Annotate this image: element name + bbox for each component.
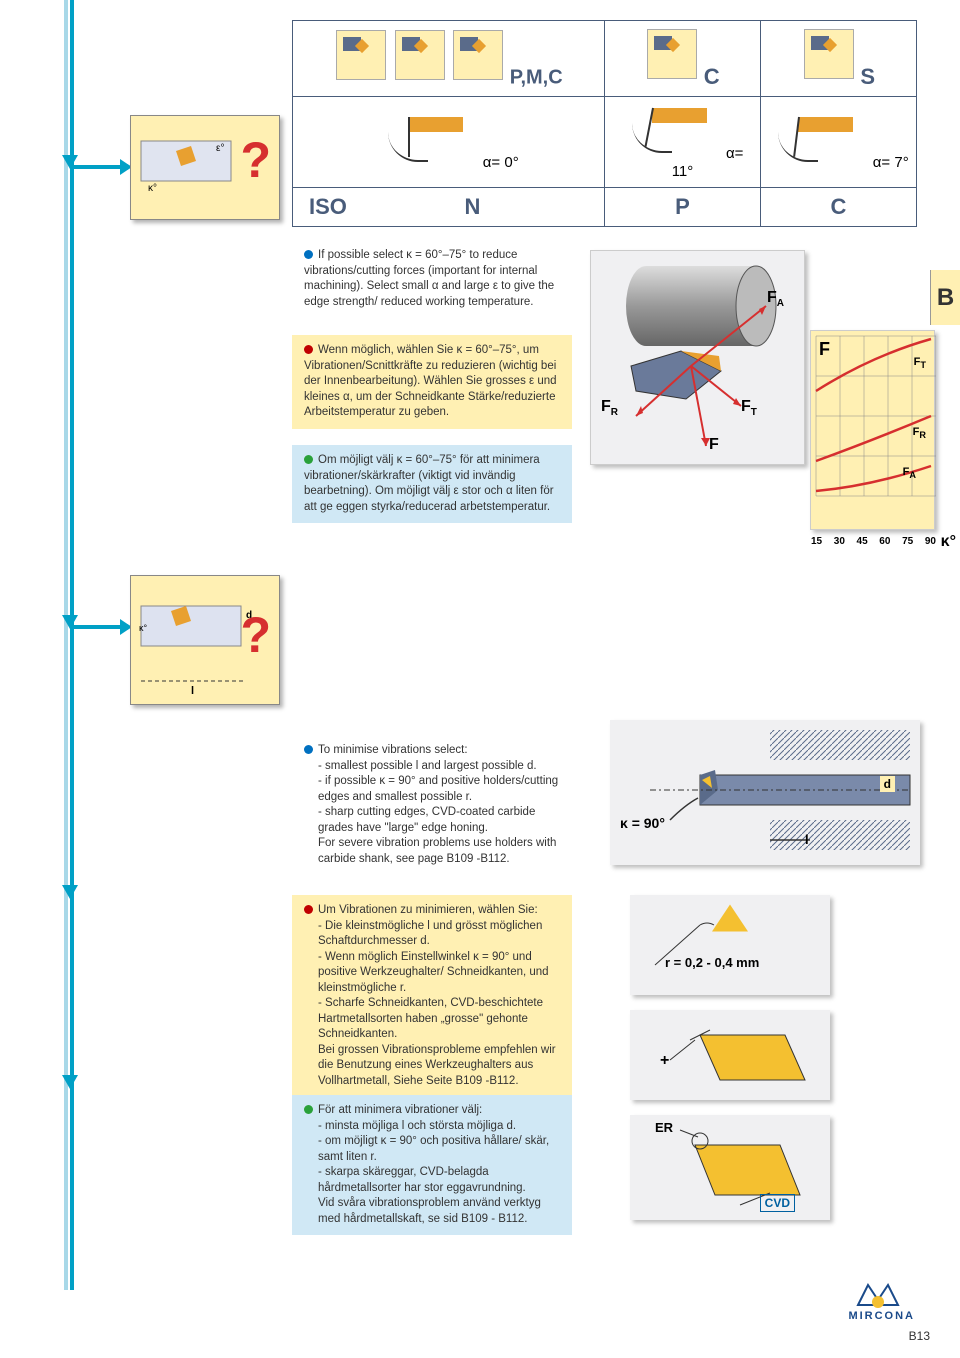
xtick: 75 [902,536,913,547]
connector-2 [74,625,124,629]
question-mark-icon: ? [240,606,271,664]
text-sv-1: Om möjligt välj κ = 60°–75° för att mini… [292,445,572,523]
question-box-2: κ° d l ? [130,575,280,705]
l-label: l [805,832,809,847]
chart-fr: FR [913,426,926,440]
svg-text:l: l [191,685,194,697]
question-mark-icon: ? [240,131,271,189]
bullet-de [304,345,313,354]
list-item: - minsta möjliga l och största möjliga d… [318,1119,560,1135]
force-label-f: F [709,436,719,454]
iso-col: N [465,194,481,219]
chart-fa: FA [903,466,916,480]
list-item: - Wenn möglich Einstellwinkel κ = 90° un… [318,950,560,997]
list-item: - sharp cutting edges, CVD-coated carbid… [318,805,560,836]
force-label-ft: FT [741,398,757,418]
xtick: 45 [857,536,868,547]
text-en-1: If possible select κ = 60°–75° to reduce… [292,240,572,318]
alpha-value: α= 7° [873,154,909,171]
force-label-fr: FR [601,398,618,418]
tool-icon [336,30,386,80]
bullet-sv [304,1105,313,1114]
svg-text:ε°: ε° [216,143,224,154]
iso-col: P [605,187,761,226]
text-sv-2: För att minimera vibrationer välj: - min… [292,1095,572,1235]
tool-icon [804,29,854,79]
radius-diagram: r = 0,2 - 0,4 mm [630,895,830,995]
page-number: B13 [909,1329,930,1343]
rail-arrow-4 [62,1075,78,1089]
chart-ft: FT [914,356,926,370]
bullet-en [304,250,313,259]
col-label: S [860,64,875,89]
force-chart: F FT FR FA 15 30 45 60 75 90 κ° [810,330,935,530]
alpha-value: α= 0° [483,154,519,171]
text-content: Wenn möglich, wählen Sie κ = 60°–75°, um… [304,344,557,418]
text-content: Om möjligt välj κ = 60°–75° för att mini… [304,454,554,513]
alpha-diagram [768,112,868,167]
connector-1 [74,165,124,169]
tool-icon [647,29,697,79]
list-item: - Die kleinstmögliche l und grösst mögli… [318,919,560,950]
list-item: - skarpa skäreggar, CVD-belagda hårdmeta… [318,1165,560,1196]
header-table: P,M,C C S α= 0° α= 11° α= 7° ISON P C [292,20,917,227]
iso-label: ISO [309,194,347,220]
xtick: 15 [811,536,822,547]
cvd-label: CVD [760,1194,795,1212]
xtick: 60 [879,536,890,547]
text-de-1: Wenn möglich, wählen Sie κ = 60°–75°, um… [292,335,572,429]
force-label-fa: FA [767,289,784,309]
text-en-2: To minimise vibrations select: - smalles… [292,735,572,875]
alpha-diagram [622,103,722,158]
text-title: To minimise vibrations select: [318,744,468,756]
plus-label: + [660,1052,669,1070]
list-item: - om möjligt κ = 90° och positiva hållar… [318,1134,560,1165]
text-footer: Vid svåra vibrationsproblem använd verkt… [318,1196,560,1227]
rail-arrow-3 [62,885,78,899]
left-rail [70,0,74,1290]
er-cvd-diagram: ER CVD [630,1115,830,1220]
alpha-diagram [378,112,478,167]
list-item: - if possible κ = 90° and positive holde… [318,774,560,805]
brand-text: MIRCONA [848,1310,915,1322]
er-label: ER [655,1120,673,1135]
tab-b: B [930,270,960,325]
r-range-label: r = 0,2 - 0,4 mm [665,955,759,970]
text-title: För att minimera vibrationer välj: [318,1104,482,1116]
text-footer: Bei grossen Vibrationsprobleme empfehlen… [318,1043,560,1090]
text-footer: For severe vibration problems use holder… [318,836,560,867]
question-box-1: κ° ε° ? [130,115,280,220]
list-item: - Scharfe Schneidkanten, CVD-beschichtet… [318,996,560,1043]
chart-xlabel: κ° [941,533,956,551]
bullet-sv [304,455,313,464]
chart-f: F [819,339,830,360]
brand-logo: MIRCONA [848,1280,915,1322]
cutting-force-diagram: FA FR FT F [590,250,805,465]
col-label: P,M,C [510,66,563,88]
text-title: Um Vibrationen zu minimieren, wählen Sie… [318,904,538,916]
tool-icon [453,30,503,80]
kappa90-label: κ = 90° [620,815,665,831]
d-label: d [880,776,895,792]
tool-icon [395,30,445,80]
xtick: 90 [925,536,936,547]
col-label: C [704,64,720,89]
svg-text:κ°: κ° [139,623,148,633]
list-item: - smallest possible l and largest possib… [318,759,560,775]
boring-bar-diagram: κ = 90° d l [610,720,920,865]
iso-col: C [761,187,917,226]
plus-diagram: + [630,1010,830,1100]
bullet-en [304,745,313,754]
svg-text:κ°: κ° [148,183,157,194]
xtick: 30 [834,536,845,547]
text-de-2: Um Vibrationen zu minimieren, wählen Sie… [292,895,572,1097]
text-content: If possible select κ = 60°–75° to reduce… [304,249,554,308]
bullet-de [304,905,313,914]
